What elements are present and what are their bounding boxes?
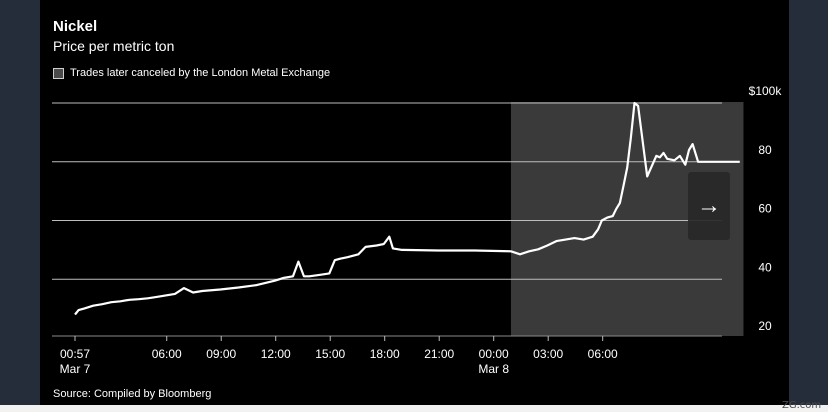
- right-margin: [789, 0, 828, 412]
- chart-subtitle: Price per metric ton: [53, 38, 175, 54]
- legend-label: Trades later canceled by the London Meta…: [70, 67, 331, 79]
- x-tick-label: 00:00: [479, 347, 509, 361]
- y-tick-label: 20: [758, 319, 772, 333]
- bottom-strip: [0, 405, 828, 412]
- y-tick-label: 60: [758, 202, 772, 216]
- x-tick-label: 15:00: [315, 347, 345, 361]
- chart-legend: Trades later canceled by the London Meta…: [53, 67, 330, 79]
- y-tick-label: $100k: [749, 84, 783, 98]
- next-arrow-button[interactable]: →: [688, 172, 730, 240]
- x-tick-sublabel: Mar 8: [478, 362, 509, 376]
- x-tick-label: 18:00: [370, 347, 400, 361]
- arrow-right-icon: →: [697, 192, 721, 219]
- left-margin: [0, 0, 40, 412]
- legend-swatch: [53, 67, 64, 79]
- x-tick-sublabel: Mar 7: [60, 362, 91, 376]
- x-tick-label: 21:00: [424, 347, 454, 361]
- chart-card: Nickel Price per metric ton Trades later…: [40, 0, 789, 405]
- x-tick-label: 12:00: [261, 347, 291, 361]
- price-line: [74, 101, 740, 316]
- x-tick-label: 06:00: [152, 347, 182, 361]
- x-tick-label: 00:57: [60, 347, 90, 361]
- x-tick-label: 03:00: [533, 347, 563, 361]
- y-tick-label: 80: [758, 143, 772, 157]
- y-tick-label: 40: [758, 260, 772, 274]
- x-tick-label: 09:00: [206, 347, 236, 361]
- chart-source: Source: Compiled by Bloomberg: [53, 388, 212, 400]
- chart-title: Nickel: [53, 18, 98, 35]
- x-tick-label: 06:00: [588, 347, 618, 361]
- watermark: ZG.com: [782, 400, 822, 411]
